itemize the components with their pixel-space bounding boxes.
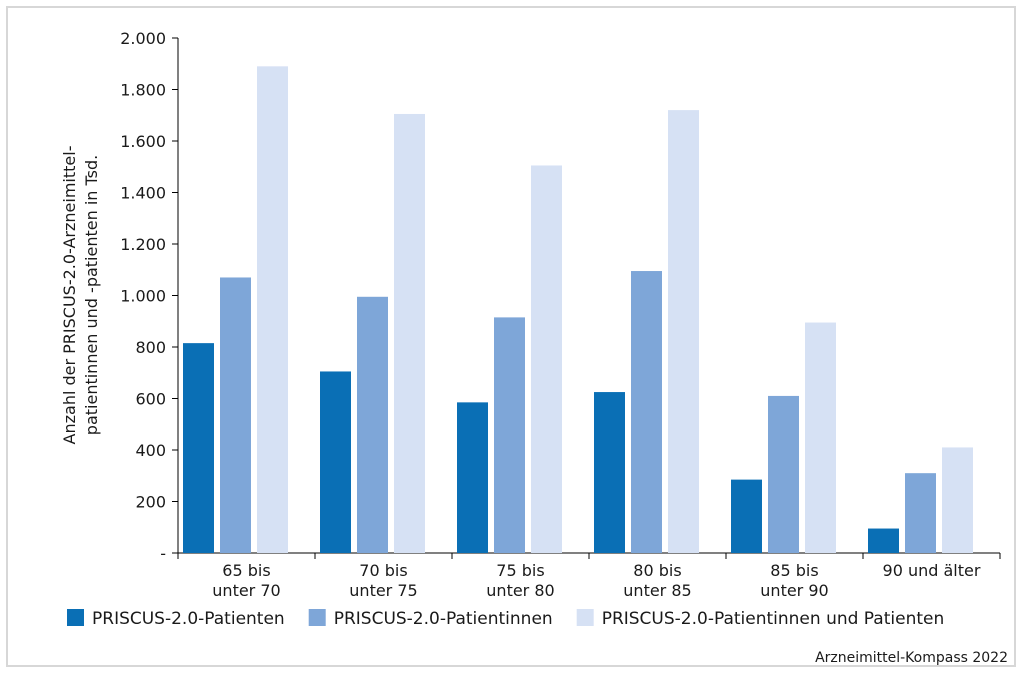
x-tick-label: 75 bis: [496, 561, 544, 580]
y-axis-title: Anzahl der PRISCUS-2.0-Arzneimittel-pati…: [60, 146, 101, 445]
legend-swatch: [308, 609, 326, 626]
bar: [942, 447, 973, 553]
y-axis-title-line: Anzahl der PRISCUS-2.0-Arzneimittel-: [60, 146, 79, 445]
legend-swatch: [576, 609, 594, 626]
x-tick-label: 70 bis: [359, 561, 407, 580]
y-tick-label: 200: [135, 493, 166, 512]
bar: [457, 402, 488, 553]
x-tick-label: unter 80: [486, 581, 554, 600]
y-tick-label: 1.400: [120, 184, 166, 203]
y-tick-label: 1.600: [120, 132, 166, 151]
bar: [594, 392, 625, 553]
legend: PRISCUS-2.0-Patienten PRISCUS-2.0-Patient…: [67, 609, 944, 629]
legend-swatch: [67, 609, 84, 626]
bar: [868, 528, 899, 553]
legend-label: PRISCUS-2.0-Patientinnen und Patienten: [602, 609, 945, 629]
bar: [220, 277, 251, 553]
bar: [394, 113, 425, 554]
bars: [183, 66, 973, 554]
bar: [768, 395, 799, 553]
x-tick-label: unter 85: [623, 581, 691, 600]
bar: [631, 271, 662, 553]
x-tick-label: unter 90: [760, 581, 828, 600]
x-tick-label: 85 bis: [770, 561, 818, 580]
bar: [320, 371, 351, 553]
legend-item: PRISCUS-2.0-Patienten: [67, 609, 285, 629]
x-tick-label: unter 70: [212, 581, 280, 600]
bar: [357, 296, 388, 553]
source-note: Arzneimittel-Kompass 2022: [815, 650, 1008, 666]
x-tick-label: 65 bis: [222, 561, 270, 580]
legend-item: PRISCUS-2.0-Patientinnen und Patienten: [576, 609, 945, 629]
bar: [257, 66, 288, 553]
bar: [905, 473, 936, 553]
y-axis-title-line: patientinnen und -patienten in Tsd.: [82, 155, 101, 435]
y-tick-label: 400: [135, 441, 166, 460]
y-tick-label: 1.800: [120, 81, 166, 100]
y-tick-label: 800: [135, 338, 166, 357]
legend-label: PRISCUS-2.0-Patientinnen: [334, 609, 553, 629]
y-tick-label: 2.000: [120, 29, 166, 48]
y-tick-label: 1.000: [120, 287, 166, 306]
bar: [494, 317, 525, 553]
x-tick-label: unter 75: [349, 581, 417, 600]
bar: [805, 322, 836, 553]
y-tick-label: 1.200: [120, 235, 166, 254]
bar: [183, 343, 214, 553]
x-tick-label: 90 und älter: [883, 561, 981, 580]
x-tick-label: 80 bis: [633, 561, 681, 580]
bar: [531, 165, 562, 553]
legend-label: PRISCUS-2.0-Patienten: [92, 609, 285, 629]
bar: [731, 479, 762, 553]
y-tick-label: -: [160, 544, 166, 563]
bar: [668, 110, 699, 553]
legend-item: PRISCUS-2.0-Patientinnen: [308, 609, 553, 629]
y-tick-label: 600: [135, 390, 166, 409]
y-axis: - 200 400 600 800 1.000 1.200 1.400 1.600 1.800 2.…: [120, 29, 179, 563]
